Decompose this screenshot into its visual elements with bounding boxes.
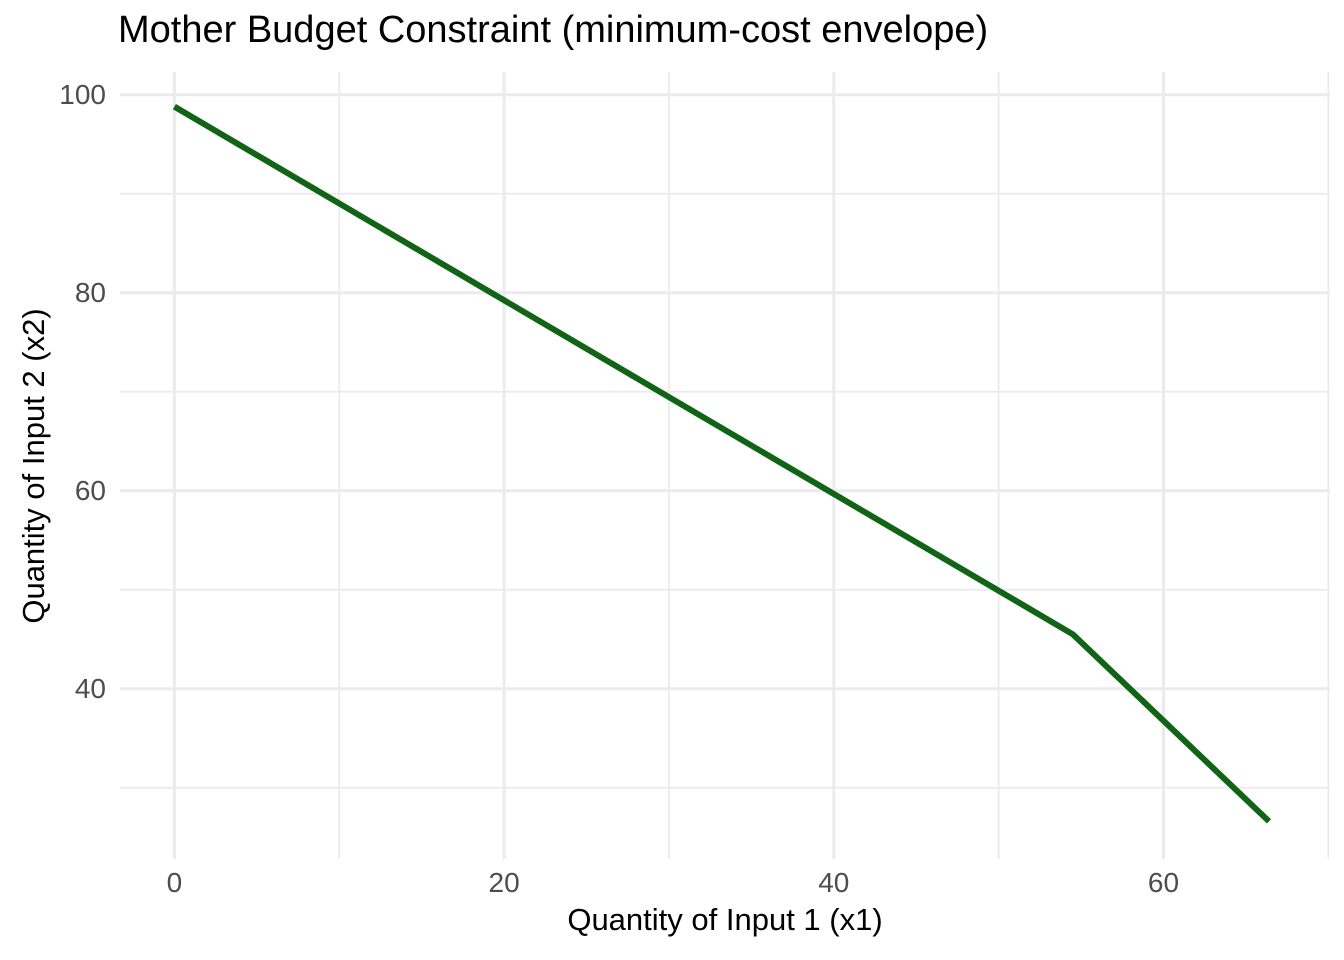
- x-tick-label: 0: [166, 867, 183, 898]
- x-tick-label: 20: [488, 867, 520, 898]
- budget-line: [172, 104, 1272, 824]
- y-tick-label: 100: [59, 78, 106, 110]
- x-tick-label: 60: [1147, 867, 1180, 898]
- y-tick-label: 60: [74, 474, 106, 506]
- chart-title: Mother Budget Constraint (minimum-cost e…: [118, 9, 989, 51]
- y-tick-label: 40: [74, 672, 106, 704]
- x-axis-title: Quantity of Input 1 (x1): [567, 902, 883, 937]
- y-tick-label: 80: [74, 276, 106, 308]
- x-tick-label: 40: [818, 867, 850, 898]
